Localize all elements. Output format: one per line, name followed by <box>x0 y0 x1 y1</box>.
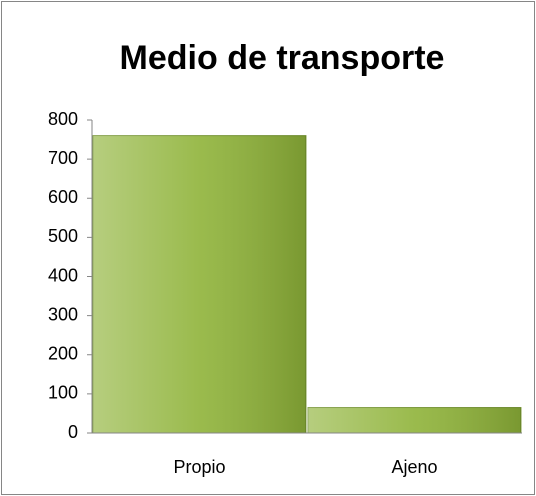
bar <box>307 407 522 434</box>
x-tick-label: Propio <box>173 457 225 477</box>
x-tick-label: Ajeno <box>391 457 437 477</box>
y-tick-label: 300 <box>48 304 78 324</box>
y-tick-label: 400 <box>48 265 78 285</box>
y-tick-label: 0 <box>68 422 78 442</box>
y-tick-label: 100 <box>48 383 78 403</box>
y-tick-label: 600 <box>48 187 78 207</box>
y-tick-label: 800 <box>48 109 78 129</box>
bar <box>92 135 307 434</box>
chart-title: Medio de transporte <box>120 39 445 77</box>
y-tick-label: 500 <box>48 226 78 246</box>
y-tick-label: 200 <box>48 344 78 364</box>
y-tick-label: 700 <box>48 148 78 168</box>
